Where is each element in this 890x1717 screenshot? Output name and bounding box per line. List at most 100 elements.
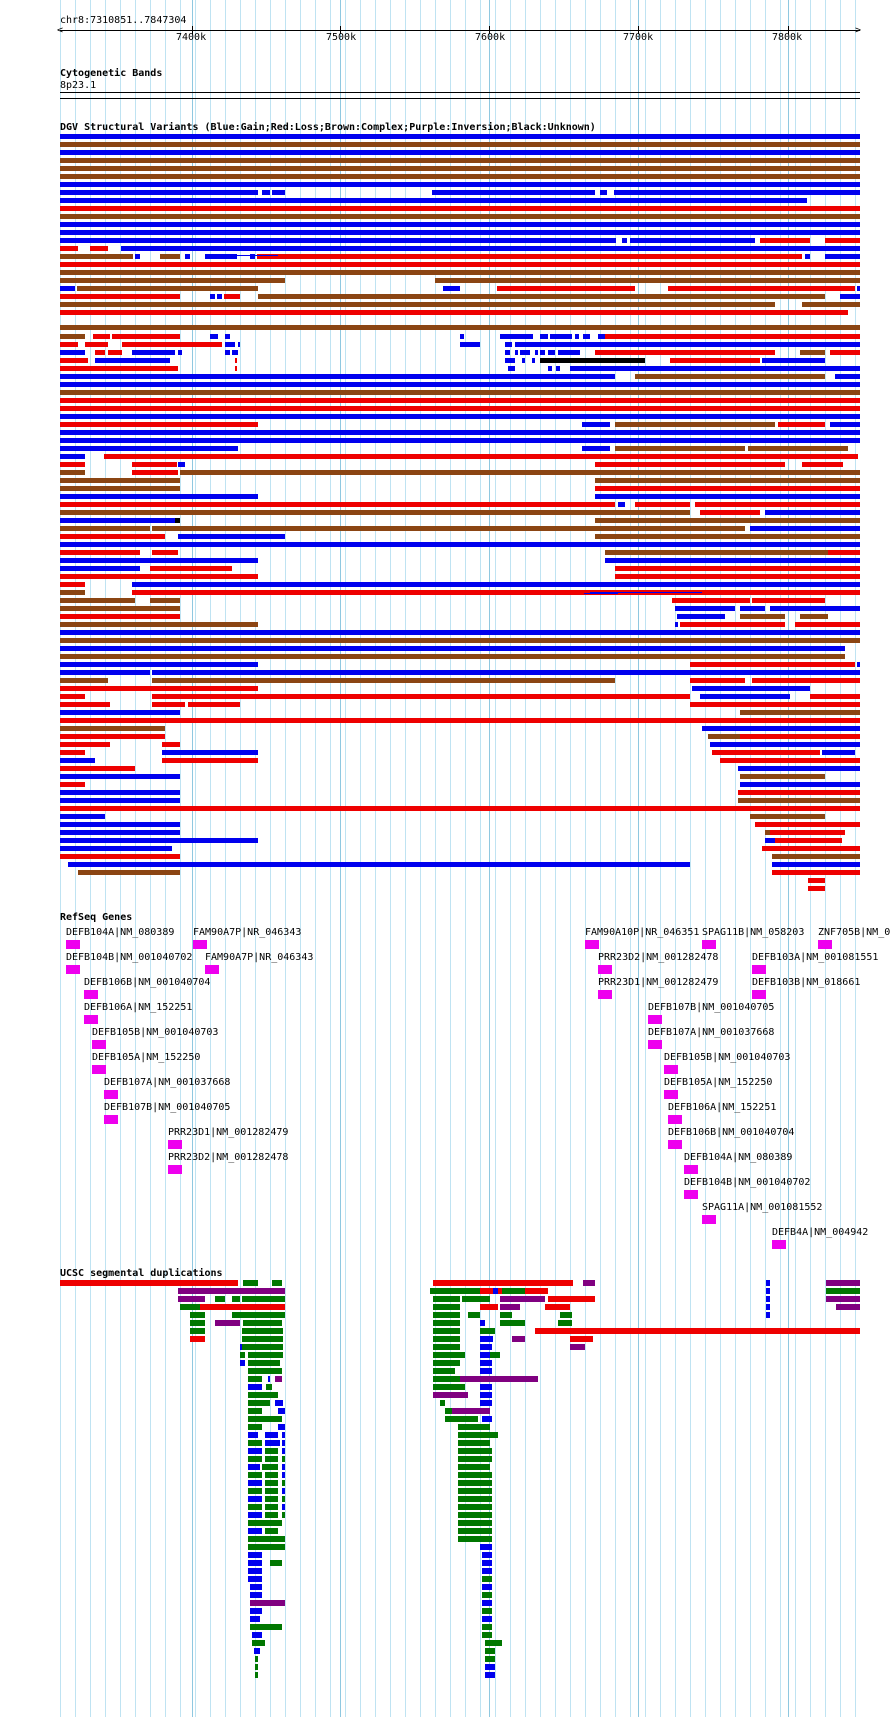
segdup-feature[interactable] <box>452 1408 490 1414</box>
dgv-variant-gain[interactable] <box>60 230 860 235</box>
segdup-feature[interactable] <box>482 1592 492 1598</box>
segdup-feature[interactable] <box>433 1360 460 1366</box>
segdup-feature[interactable] <box>282 1512 285 1518</box>
segdup-feature[interactable] <box>266 1384 272 1390</box>
gene-glyph[interactable] <box>84 990 98 999</box>
dgv-variant-complex[interactable] <box>60 590 85 595</box>
segdup-feature[interactable] <box>433 1392 468 1398</box>
segdup-feature[interactable] <box>433 1384 465 1390</box>
dgv-variant-complex[interactable] <box>800 614 828 619</box>
gene-glyph[interactable] <box>168 1140 182 1149</box>
segdup-feature[interactable] <box>462 1296 490 1302</box>
dgv-variant-gain[interactable] <box>60 374 615 379</box>
segdup-feature[interactable] <box>480 1328 495 1334</box>
segdup-feature[interactable] <box>248 1376 262 1382</box>
segdup-feature[interactable] <box>242 1344 283 1350</box>
dgv-variant-gain[interactable] <box>60 822 180 827</box>
segdup-feature[interactable] <box>482 1584 492 1590</box>
segdup-feature[interactable] <box>512 1336 525 1342</box>
dgv-variant-loss[interactable] <box>188 702 240 707</box>
dgv-variant-complex[interactable] <box>60 622 258 627</box>
dgv-variant-gain[interactable] <box>225 334 230 339</box>
dgv-variant-gain[interactable] <box>702 726 860 731</box>
segdup-feature[interactable] <box>433 1304 460 1310</box>
segdup-feature[interactable] <box>232 1296 240 1302</box>
dgv-variant-gain[interactable] <box>522 358 525 363</box>
segdup-feature[interactable] <box>433 1344 460 1350</box>
gene-glyph[interactable] <box>668 1115 682 1124</box>
dgv-variant-gain[interactable] <box>60 566 140 571</box>
dgv-variant-complex[interactable] <box>78 870 180 875</box>
segdup-feature[interactable] <box>240 1360 245 1366</box>
dgv-variant-loss[interactable] <box>235 358 237 363</box>
dgv-variant-gain[interactable] <box>60 662 258 667</box>
segdup-feature[interactable] <box>265 1512 278 1518</box>
segdup-feature[interactable] <box>278 1408 285 1414</box>
segdup-feature[interactable] <box>433 1328 460 1334</box>
dgv-variant-gain[interactable] <box>272 190 285 195</box>
dgv-variant-loss[interactable] <box>132 462 177 467</box>
segdup-feature[interactable] <box>480 1400 492 1406</box>
segdup-feature[interactable] <box>265 1432 278 1438</box>
dgv-variant-gain[interactable] <box>60 454 85 459</box>
dgv-variant-complex[interactable] <box>740 710 860 715</box>
gene-glyph[interactable] <box>684 1190 698 1199</box>
segdup-feature[interactable] <box>255 1664 258 1670</box>
dgv-variant-loss[interactable] <box>760 238 810 243</box>
segdup-feature[interactable] <box>485 1640 502 1646</box>
dgv-variant-loss[interactable] <box>60 614 180 619</box>
segdup-feature[interactable] <box>265 1496 278 1502</box>
dgv-variant-loss[interactable] <box>162 758 258 763</box>
dgv-variant-gain[interactable] <box>60 558 258 563</box>
dgv-variant-loss[interactable] <box>60 246 78 251</box>
dgv-variant-loss[interactable] <box>60 342 78 347</box>
segdup-feature[interactable] <box>265 1440 280 1446</box>
dgv-variant-gain[interactable] <box>765 510 860 515</box>
segdup-feature[interactable] <box>265 1472 278 1478</box>
segdup-feature[interactable] <box>252 1632 262 1638</box>
dgv-variant-gain[interactable] <box>60 814 105 819</box>
segdup-feature[interactable] <box>248 1488 262 1494</box>
segdup-feature[interactable] <box>250 1600 285 1606</box>
segdup-feature[interactable] <box>250 1624 282 1630</box>
gene-glyph[interactable] <box>684 1165 698 1174</box>
segdup-feature[interactable] <box>215 1296 225 1302</box>
dgv-variant-loss[interactable] <box>802 462 843 467</box>
segdup-feature[interactable] <box>265 1528 278 1534</box>
segdup-feature[interactable] <box>248 1552 262 1558</box>
segdup-feature[interactable] <box>242 1296 285 1302</box>
dgv-variant-gain[interactable] <box>217 294 222 299</box>
dgv-variant-gain[interactable] <box>618 502 625 507</box>
segdup-feature[interactable] <box>480 1336 493 1342</box>
dgv-variant-loss[interactable] <box>762 846 860 851</box>
gene-glyph[interactable] <box>818 940 832 949</box>
dgv-variant-gain[interactable] <box>505 342 512 347</box>
dgv-variant-loss[interactable] <box>825 238 860 243</box>
dgv-variant-gain[interactable] <box>60 630 860 635</box>
segdup-feature[interactable] <box>248 1496 262 1502</box>
dgv-variant-gain[interactable] <box>600 190 607 195</box>
gene-glyph[interactable] <box>66 965 80 974</box>
dgv-variant-gain[interactable] <box>60 830 180 835</box>
segdup-feature[interactable] <box>500 1312 512 1318</box>
segdup-feature[interactable] <box>252 1640 265 1646</box>
segdup-feature[interactable] <box>502 1288 525 1294</box>
dgv-variant-gain[interactable] <box>238 342 240 347</box>
segdup-feature[interactable] <box>433 1320 460 1326</box>
dgv-variant-loss[interactable] <box>60 766 135 771</box>
dgv-variant-connector[interactable] <box>104 455 850 456</box>
dgv-variant-gain[interactable] <box>738 766 860 771</box>
dgv-variant-loss[interactable] <box>150 566 232 571</box>
segdup-feature[interactable] <box>248 1432 258 1438</box>
segdup-feature[interactable] <box>485 1672 495 1678</box>
segdup-feature[interactable] <box>482 1600 492 1606</box>
gene-glyph[interactable] <box>84 1015 98 1024</box>
dgv-variant-gain[interactable] <box>515 350 518 355</box>
gene-glyph[interactable] <box>664 1090 678 1099</box>
segdup-feature[interactable] <box>430 1288 480 1294</box>
dgv-variant-gain[interactable] <box>605 558 860 563</box>
dgv-variant-gain[interactable] <box>740 782 860 787</box>
dgv-variant-gain[interactable] <box>772 862 860 867</box>
segdup-feature[interactable] <box>275 1400 283 1406</box>
gene-glyph[interactable] <box>752 965 766 974</box>
